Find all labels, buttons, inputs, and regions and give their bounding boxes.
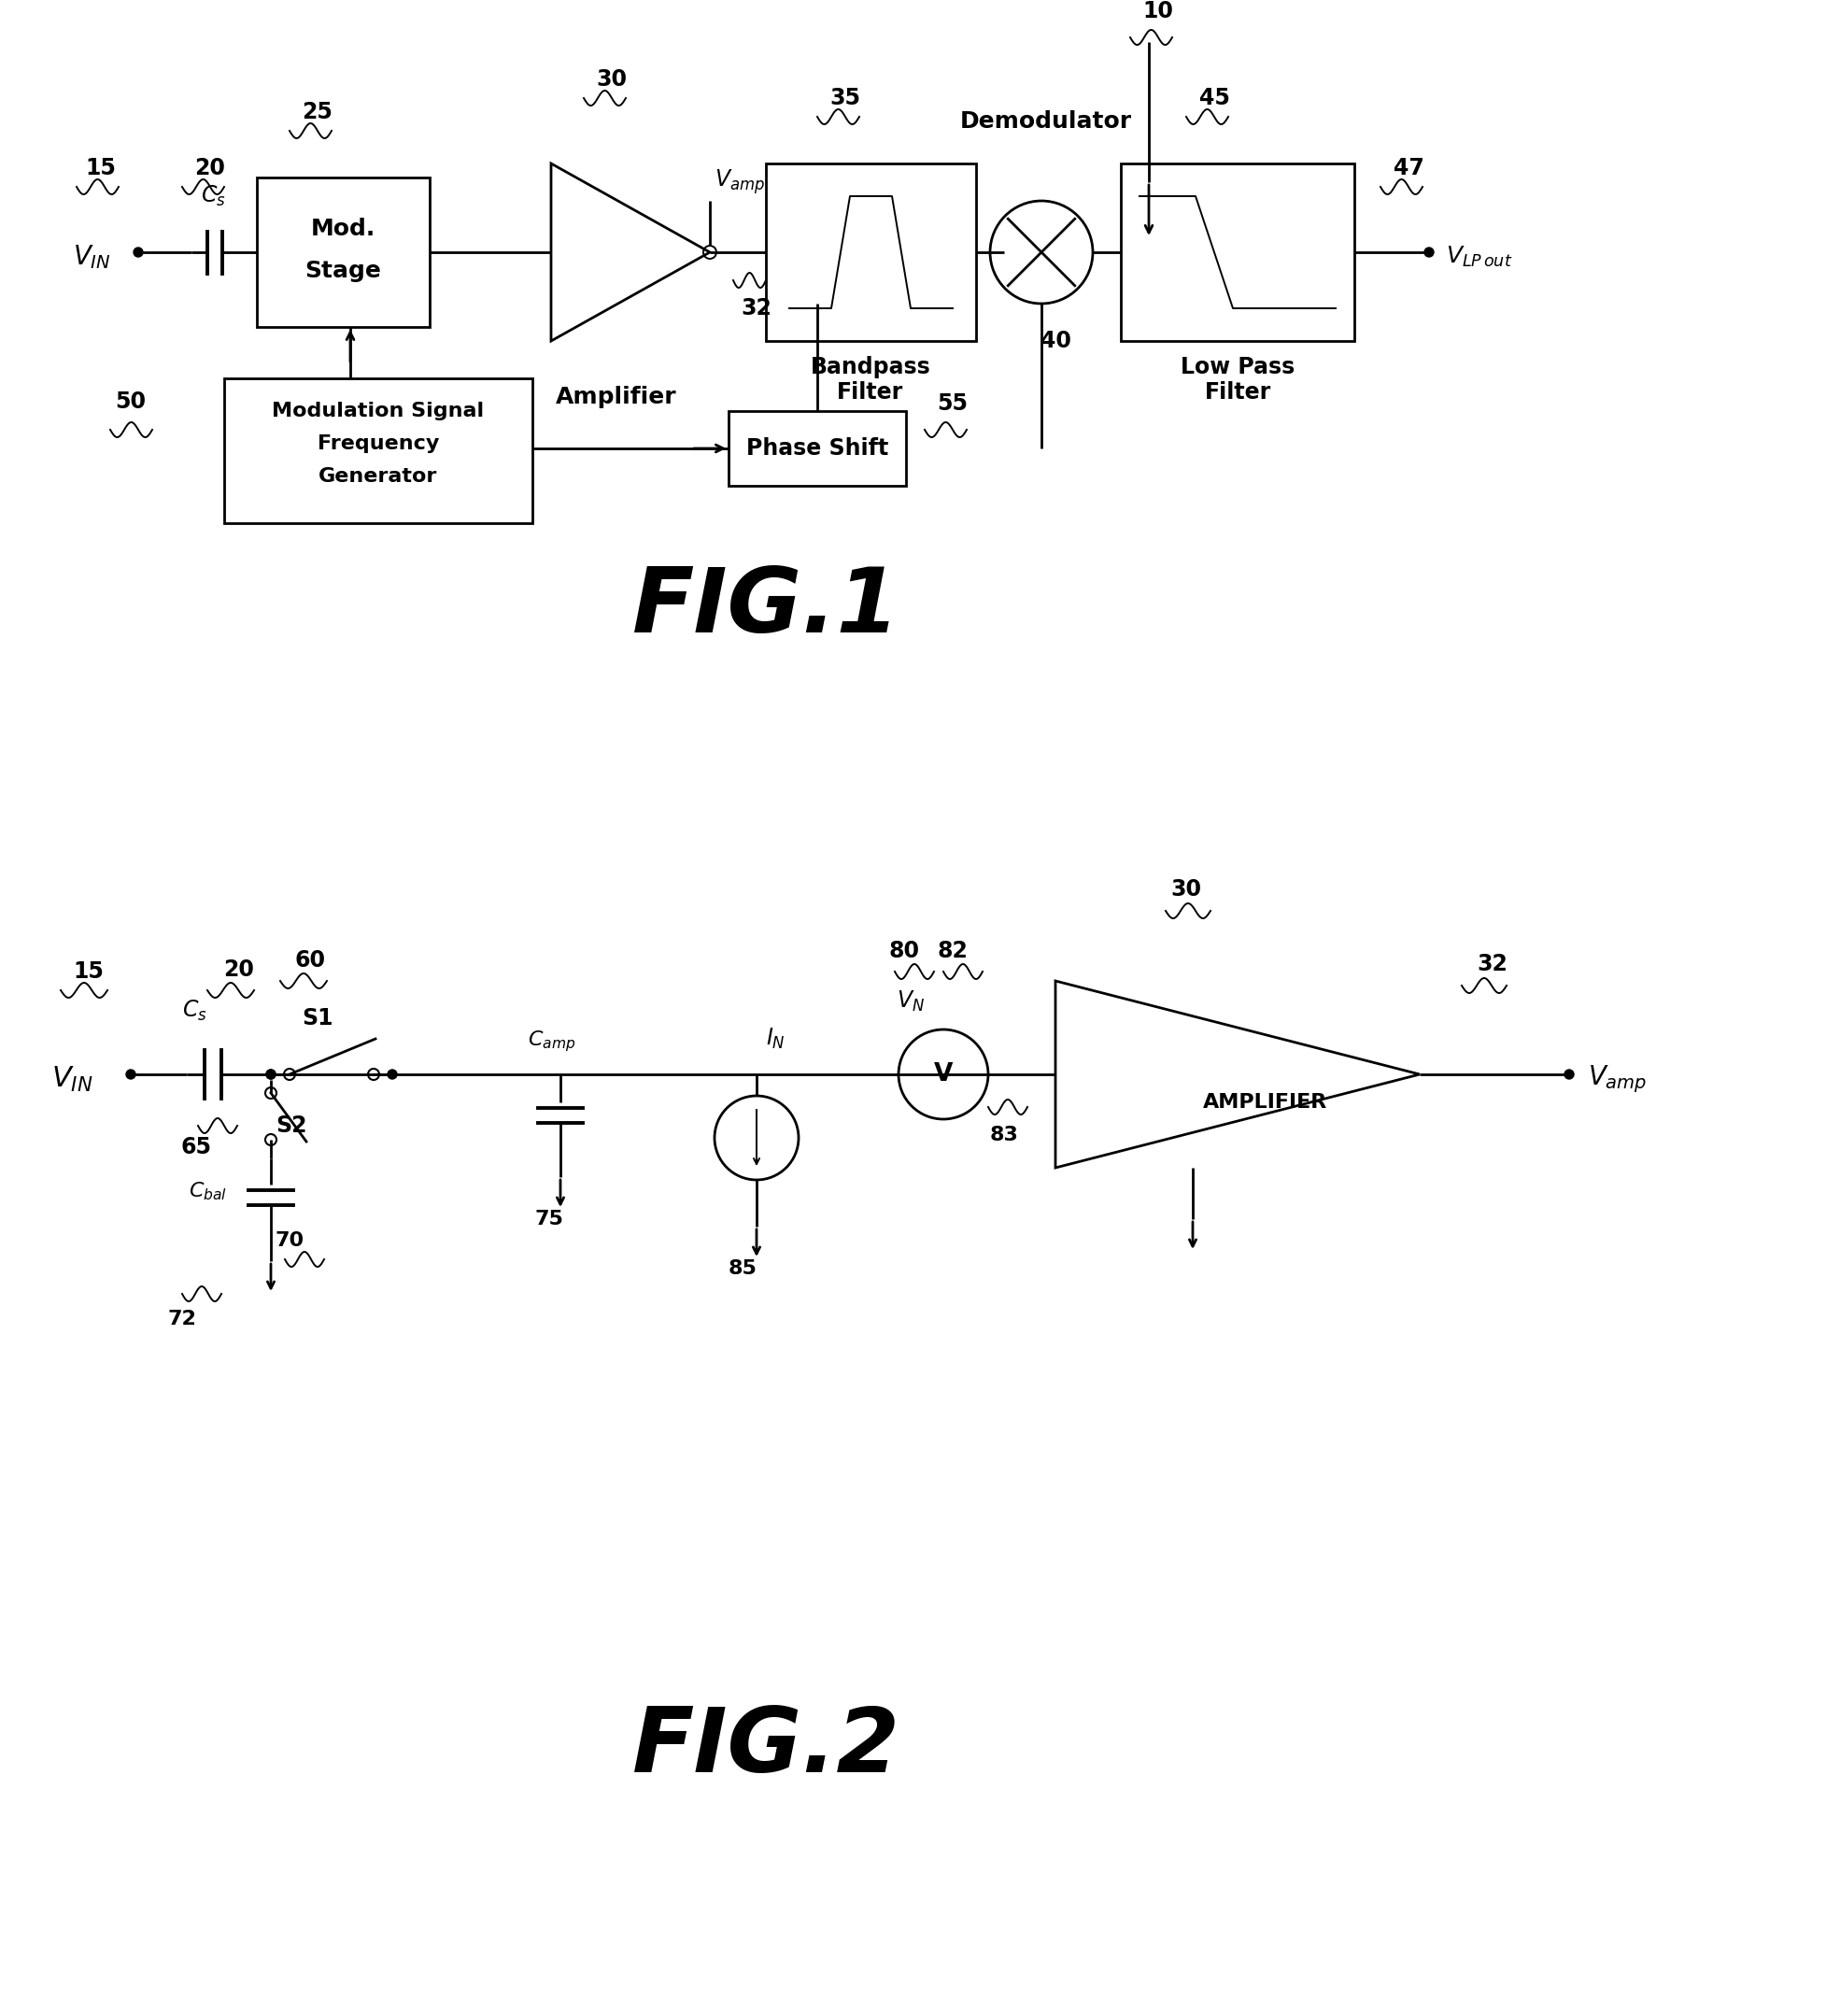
Text: 47: 47	[1393, 157, 1422, 179]
Bar	[225, 379, 531, 522]
Text: 35: 35	[829, 87, 860, 109]
Circle shape	[1563, 1070, 1572, 1079]
Text: 82: 82	[937, 939, 968, 962]
Text: 72: 72	[168, 1310, 197, 1329]
Text: 55: 55	[937, 393, 968, 415]
Circle shape	[267, 1070, 276, 1079]
Text: $V_{IN}$: $V_{IN}$	[51, 1064, 93, 1093]
Text: $C_s$: $C_s$	[183, 998, 206, 1022]
Text: 30: 30	[1170, 879, 1202, 901]
Bar	[257, 177, 429, 327]
Text: $C_{amp}$: $C_{amp}$	[528, 1028, 575, 1054]
Text: Amplifier: Amplifier	[555, 385, 677, 409]
Text: 80: 80	[887, 939, 918, 962]
Text: Generator: Generator	[318, 468, 438, 486]
Text: 32: 32	[741, 296, 772, 319]
Text: 15: 15	[86, 157, 117, 179]
Text: S1: S1	[301, 1008, 332, 1030]
Text: Low Pass: Low Pass	[1180, 357, 1295, 379]
Text: Filter: Filter	[836, 381, 904, 403]
Text: Stage: Stage	[305, 260, 382, 282]
Bar	[765, 163, 975, 341]
Text: 20: 20	[223, 958, 254, 982]
Text: 15: 15	[73, 960, 104, 982]
Text: 85: 85	[729, 1260, 756, 1278]
Text: 75: 75	[535, 1210, 564, 1228]
Text: 60: 60	[294, 950, 325, 972]
Text: Demodulator: Demodulator	[960, 111, 1132, 133]
Text: $V_{LP\,out}$: $V_{LP\,out}$	[1444, 244, 1512, 270]
Circle shape	[133, 248, 142, 256]
Text: Frequency: Frequency	[318, 433, 438, 454]
Text: 45: 45	[1198, 87, 1229, 109]
Text: Modulation Signal: Modulation Signal	[272, 401, 484, 421]
Text: $V_{amp}$: $V_{amp}$	[1587, 1062, 1645, 1095]
Text: S2: S2	[276, 1115, 307, 1137]
Bar	[729, 411, 906, 486]
Text: $C_s$: $C_s$	[201, 183, 226, 208]
Text: AMPLIFIER: AMPLIFIER	[1203, 1093, 1328, 1111]
Text: $V_N$: $V_N$	[897, 990, 924, 1014]
Circle shape	[126, 1070, 135, 1079]
Circle shape	[1424, 248, 1433, 256]
Text: Mod.: Mod.	[310, 218, 374, 240]
Text: 32: 32	[1477, 954, 1506, 976]
Text: 70: 70	[276, 1232, 303, 1250]
Text: Phase Shift: Phase Shift	[745, 437, 887, 460]
Circle shape	[267, 1070, 276, 1079]
Text: FIG.2: FIG.2	[632, 1704, 900, 1790]
Text: $C_{bal}$: $C_{bal}$	[188, 1179, 226, 1202]
Text: FIG.1: FIG.1	[632, 564, 900, 651]
Text: Filter: Filter	[1203, 381, 1271, 403]
Circle shape	[387, 1070, 396, 1079]
Text: $I_N$: $I_N$	[765, 1026, 785, 1050]
Bar	[1119, 163, 1353, 341]
Text: 50: 50	[115, 391, 146, 413]
Text: 20: 20	[195, 157, 225, 179]
Text: $V_{IN}$: $V_{IN}$	[73, 244, 111, 270]
Text: $V_{amp}$: $V_{amp}$	[714, 167, 765, 196]
Text: V: V	[933, 1062, 953, 1087]
Text: 25: 25	[301, 101, 332, 123]
Text: 65: 65	[181, 1135, 212, 1159]
Text: 30: 30	[595, 69, 626, 91]
Text: Bandpass: Bandpass	[811, 357, 929, 379]
Text: 40: 40	[1039, 331, 1070, 353]
Text: 10: 10	[1143, 0, 1172, 22]
Text: 83: 83	[990, 1125, 1017, 1145]
